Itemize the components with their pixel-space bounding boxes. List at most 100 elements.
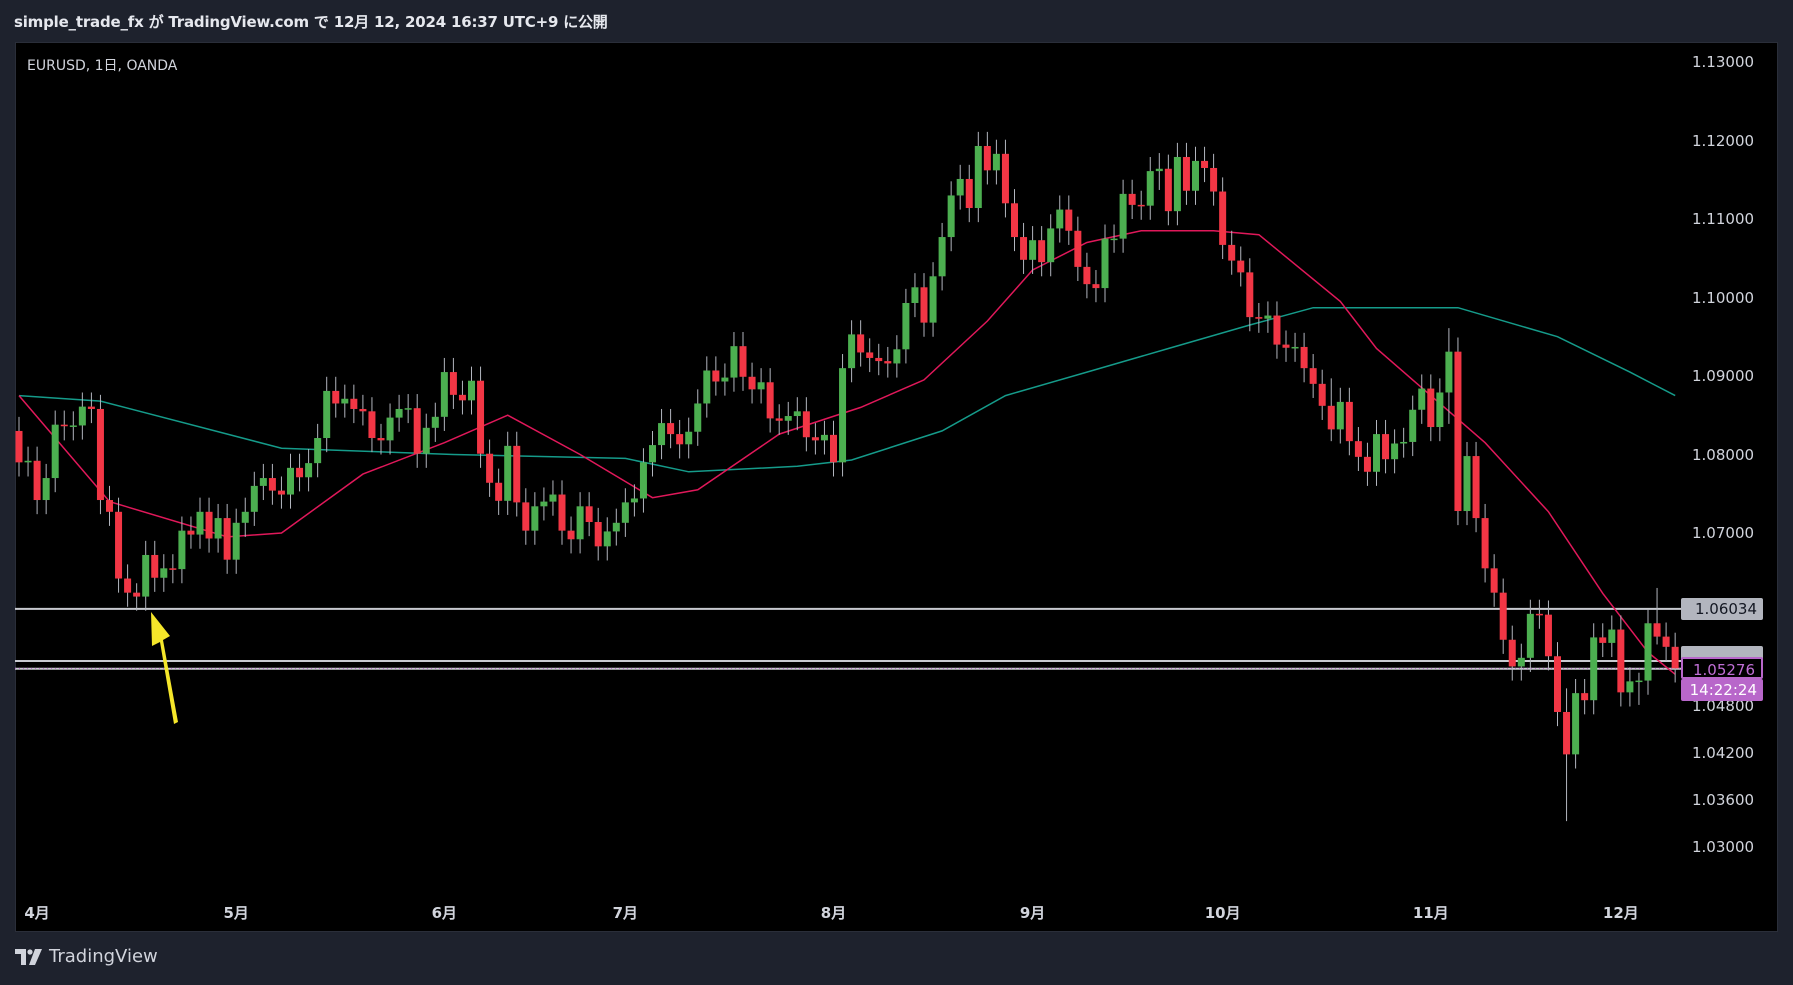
candle-down <box>522 502 530 531</box>
candle-up <box>178 530 186 570</box>
candle-up <box>1418 388 1426 410</box>
candle-up <box>992 153 1000 171</box>
candle-up <box>576 506 584 540</box>
month-tick-label: 12月 <box>1602 904 1639 922</box>
candle-down <box>811 437 819 441</box>
candle-up <box>250 485 258 512</box>
candle-up <box>721 377 729 382</box>
candle-up <box>685 431 693 445</box>
month-tick-label: 7月 <box>612 904 639 922</box>
candle-down <box>1237 260 1245 273</box>
candle-down <box>413 408 421 454</box>
candle-up <box>1029 240 1037 260</box>
candle-down <box>1499 592 1507 640</box>
candle-up <box>341 398 349 404</box>
candle-down <box>187 530 195 535</box>
candle-down <box>1653 623 1661 637</box>
candle-up <box>232 522 240 560</box>
candle-down <box>1544 614 1552 657</box>
candle-down <box>830 434 837 463</box>
candle-down <box>1074 230 1082 267</box>
candle-up <box>694 403 702 432</box>
candle-up <box>603 531 611 547</box>
candle-down <box>712 370 720 382</box>
candle-down <box>748 376 756 390</box>
candle-down <box>1427 388 1435 428</box>
candle-up <box>956 178 964 196</box>
candle-up <box>1110 238 1118 241</box>
candle-down <box>1454 351 1462 512</box>
candle-down <box>1065 209 1073 231</box>
candle-up <box>974 145 982 209</box>
candle-down <box>775 418 783 421</box>
candle-up <box>1400 441 1408 444</box>
candle-down <box>377 438 385 441</box>
candle-up <box>947 195 955 238</box>
candle-down <box>567 530 575 540</box>
candle-up <box>196 511 204 535</box>
candle-up <box>214 518 222 539</box>
candle-up <box>639 462 647 499</box>
candle-down <box>875 357 883 362</box>
price-tick-label: 1.10000 <box>1692 288 1755 307</box>
candle-down <box>766 382 774 419</box>
candle-down <box>1671 646 1679 669</box>
candle-down <box>495 482 503 501</box>
candle-up <box>422 427 430 454</box>
candle-down <box>1164 168 1172 212</box>
candle-up <box>1264 315 1272 319</box>
price-tick-label: 1.07000 <box>1692 524 1755 542</box>
candle-down <box>594 522 602 547</box>
candle-up <box>314 438 322 464</box>
candle-down <box>1563 711 1571 755</box>
candle-up <box>386 417 394 441</box>
candle-down <box>585 506 593 523</box>
candle-down <box>1300 346 1308 369</box>
candle-up <box>468 380 475 401</box>
price-tick-label: 1.11000 <box>1692 210 1755 228</box>
candle-down <box>106 500 113 512</box>
candle-down <box>1617 629 1625 693</box>
candle-down <box>1210 167 1218 192</box>
candle-up <box>1336 401 1344 430</box>
candle-down <box>1581 693 1589 701</box>
candle-up <box>1626 681 1634 693</box>
candle-up <box>504 445 512 501</box>
candle-up <box>1409 409 1417 442</box>
candle-down <box>368 411 376 439</box>
candle-down <box>1599 637 1607 643</box>
candle-down <box>296 467 304 478</box>
candle-down <box>1219 191 1227 245</box>
month-tick-label: 11月 <box>1412 904 1449 922</box>
candle-down <box>96 408 104 501</box>
candle-up <box>621 502 629 523</box>
candle-up <box>649 445 656 463</box>
candle-up <box>160 568 168 578</box>
candle-down <box>60 424 68 427</box>
candle-down <box>676 434 684 445</box>
candle-up <box>1047 228 1055 263</box>
candle-up <box>540 501 548 507</box>
candle-down <box>1020 237 1028 260</box>
price-tick-label: 1.04200 <box>1692 743 1755 762</box>
moving-average-slow-line <box>18 306 1676 473</box>
candle-up <box>1463 456 1471 512</box>
price-tick-label: 1.03600 <box>1692 790 1755 809</box>
symbol-info: EURUSD, 1日, OANDA <box>27 58 178 74</box>
candle-up <box>404 408 412 410</box>
candle-up <box>1155 168 1163 172</box>
candle-down <box>124 578 132 593</box>
month-tick-label: 5月 <box>223 904 249 922</box>
candle-down <box>332 390 340 404</box>
tradingview-logo-icon <box>15 948 42 965</box>
candle-up <box>1056 209 1064 229</box>
tradingview-logo[interactable]: TradingView <box>15 946 158 967</box>
candle-up <box>142 554 150 597</box>
candle-down <box>1327 405 1335 430</box>
candle-up <box>902 302 910 350</box>
candle-up <box>1644 623 1652 681</box>
candle-down <box>1318 383 1326 406</box>
candle-up <box>911 287 919 303</box>
candle-up <box>305 463 313 478</box>
